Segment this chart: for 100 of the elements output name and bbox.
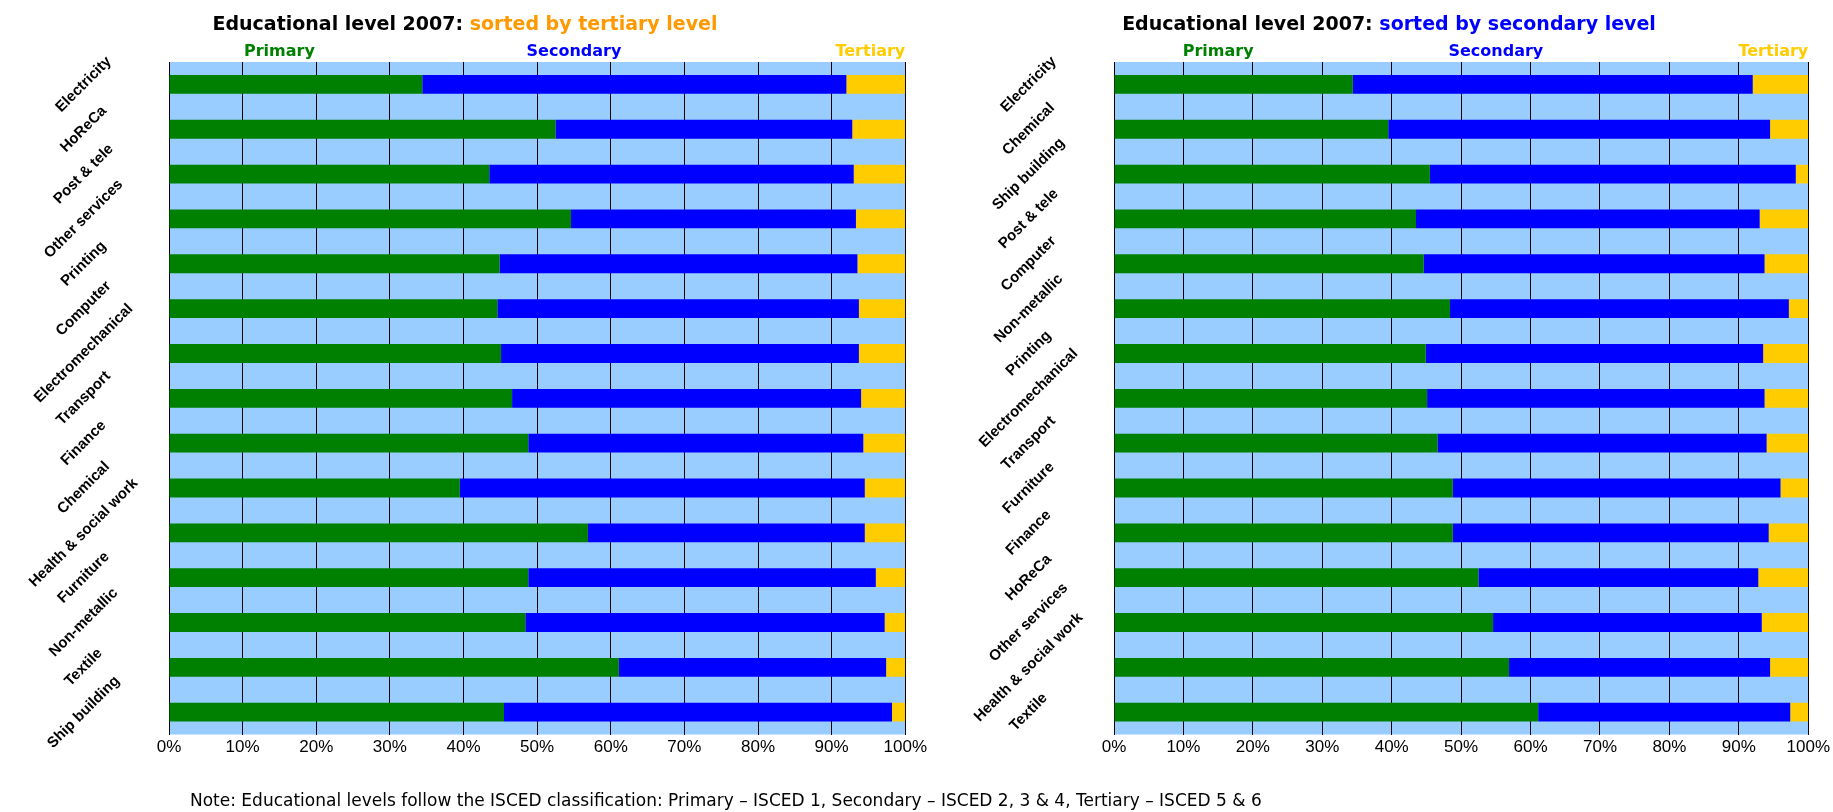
- x-tick-label: 90%: [1721, 737, 1756, 757]
- bar: [1114, 702, 1539, 722]
- bar: [528, 433, 864, 453]
- bar: [504, 702, 893, 722]
- bar: [169, 702, 504, 722]
- bar: [1114, 75, 1353, 94]
- bar: [1427, 388, 1765, 408]
- bar: [1764, 388, 1809, 408]
- x-tick-label: 10%: [1166, 737, 1201, 757]
- x-tick-label: 70%: [1582, 737, 1617, 757]
- bar: [169, 299, 498, 319]
- bar: [1416, 209, 1760, 229]
- bar: [169, 657, 619, 677]
- bar: [169, 523, 588, 543]
- x-tick-label: 60%: [593, 737, 628, 757]
- bar: [497, 299, 859, 319]
- x-tick-label: 70%: [667, 737, 702, 757]
- bar: [1788, 299, 1809, 319]
- x-tick-label: 90%: [814, 737, 849, 757]
- bar: [422, 75, 847, 94]
- x-tick-label: 40%: [446, 737, 481, 757]
- bar: [1768, 523, 1809, 543]
- x-tick-label: 20%: [299, 737, 334, 757]
- bar: [528, 568, 876, 588]
- bar: [169, 478, 460, 498]
- bar: [1770, 657, 1809, 677]
- bar: [1790, 702, 1809, 722]
- x-tick-label: 80%: [1652, 737, 1687, 757]
- bar: [1388, 119, 1771, 139]
- bar: [169, 164, 490, 184]
- series-label: Tertiary: [835, 41, 906, 61]
- x-tick-label: 80%: [740, 737, 776, 757]
- x-tick-label: 10%: [225, 737, 260, 757]
- x-tick-label: 60%: [1513, 737, 1548, 757]
- bar: [1509, 657, 1771, 677]
- series-label: Tertiary: [1738, 41, 1809, 61]
- x-tick-label: 50%: [1444, 737, 1479, 757]
- bar: [861, 388, 906, 408]
- bar: [1452, 523, 1769, 543]
- series-label: Secondary: [526, 41, 622, 61]
- bar: [1759, 209, 1809, 229]
- bar: [1795, 164, 1809, 184]
- bar: [1423, 254, 1765, 274]
- x-tick-label: 40%: [1374, 737, 1409, 757]
- bar: [863, 433, 906, 453]
- bar: [169, 613, 526, 632]
- bar: [1114, 433, 1438, 453]
- bar: [1437, 433, 1767, 453]
- bar: [618, 657, 887, 677]
- bar: [1452, 478, 1781, 498]
- bar: [1761, 613, 1809, 632]
- chart-title: Educational level 2007:: [212, 12, 465, 34]
- bar: [1493, 613, 1762, 632]
- series-label: Secondary: [1448, 41, 1544, 61]
- bar: [1478, 568, 1759, 588]
- bar: [886, 657, 906, 677]
- bar: [857, 254, 906, 274]
- bar: [1758, 568, 1809, 588]
- bar: [1114, 388, 1428, 408]
- bar: [858, 344, 906, 363]
- x-tick-label: 100%: [883, 737, 927, 757]
- x-tick-label: 20%: [1235, 737, 1270, 757]
- bar: [169, 75, 423, 94]
- bar: [1763, 344, 1809, 363]
- bar: [858, 299, 906, 319]
- bar: [1114, 478, 1453, 498]
- bar: [1766, 433, 1809, 453]
- bar: [169, 388, 513, 408]
- chart-title: Educational level 2007:: [1122, 12, 1374, 34]
- bar: [459, 478, 865, 498]
- bar: [499, 254, 858, 274]
- bar: [1538, 702, 1791, 722]
- bar: [169, 119, 556, 139]
- bar: [864, 523, 906, 543]
- bar: [1770, 119, 1809, 139]
- bar: [1114, 344, 1426, 363]
- bar: [1114, 119, 1389, 139]
- bar: [892, 702, 906, 722]
- bar: [1114, 523, 1453, 543]
- bar: [1764, 254, 1809, 274]
- bar: [1114, 299, 1451, 319]
- series-label: Primary: [1182, 41, 1255, 61]
- x-tick-label: 0%: [156, 737, 182, 757]
- bar: [875, 568, 906, 588]
- bar: [587, 523, 865, 543]
- bar: [1425, 344, 1764, 363]
- bar: [1114, 209, 1416, 229]
- bar: [855, 209, 906, 229]
- bar: [169, 568, 529, 588]
- chart-subtitle: sorted by tertiary level: [469, 12, 718, 34]
- bar: [1352, 75, 1753, 94]
- bar: [555, 119, 853, 139]
- bar: [864, 478, 906, 498]
- x-tick-label: 100%: [1786, 737, 1830, 757]
- bar: [169, 433, 529, 453]
- bar: [571, 209, 856, 229]
- text: Note: Educational levels follow the ISCED classification: Primary – ISCED 1, Secondary – ISCED 2, 3 & 4, Tertiary – ISCED 5 & 6: [190, 790, 1262, 810]
- bar: [853, 164, 906, 184]
- bar: [1114, 657, 1510, 677]
- bar: [846, 75, 906, 94]
